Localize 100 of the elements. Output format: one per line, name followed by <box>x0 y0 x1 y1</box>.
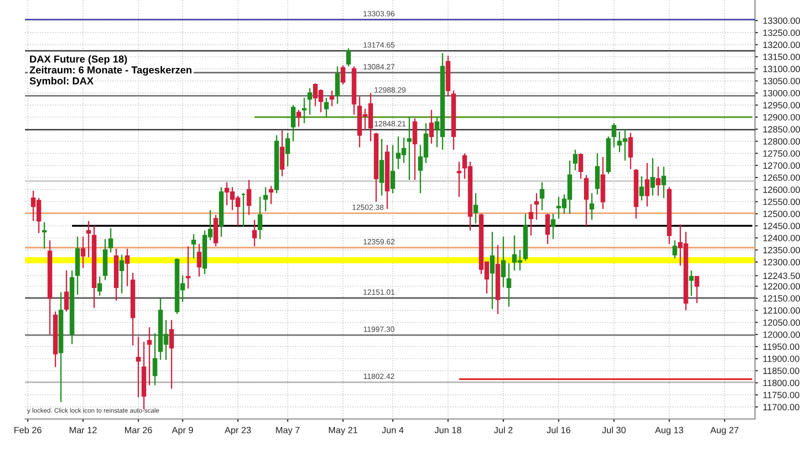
candlestick <box>501 236 506 288</box>
y-tick-label: 12000.00 <box>763 331 800 338</box>
candlestick <box>124 248 130 287</box>
candlestick <box>650 158 656 196</box>
y-tick-label: 13000.00 <box>763 90 800 96</box>
x-tick-label: Mar 12 <box>70 426 97 434</box>
candlestick <box>540 182 544 211</box>
candlestick <box>644 162 650 208</box>
candlestick <box>169 319 174 390</box>
y-tick-label: 12200.00 <box>763 283 800 290</box>
y-tick-label: 12300.00 <box>763 258 800 266</box>
x-tick-label: Jul 16 <box>546 426 570 434</box>
candlestick <box>346 48 351 68</box>
y-tick-label: 11850.00 <box>763 368 800 374</box>
candlestick <box>340 64 346 86</box>
candlestick <box>64 270 69 312</box>
annotation: Symbol: DAX <box>30 76 94 86</box>
y-tick-label: 13150.00 <box>763 54 800 60</box>
candlestick <box>263 186 268 212</box>
candlestick <box>324 97 329 118</box>
y-tick-label: 13250.00 <box>763 30 800 36</box>
x-tick-label: Apr 23 <box>224 426 251 436</box>
x-tick-label: Jun 18 <box>434 426 462 434</box>
candlestick <box>595 152 600 196</box>
x-tick-label: Mar 26 <box>125 426 152 434</box>
candlestick <box>661 166 666 199</box>
candlestick <box>612 122 616 148</box>
candlestick <box>639 176 644 202</box>
candlestick <box>258 196 262 240</box>
candlestick <box>290 104 296 142</box>
candlestick <box>528 203 534 236</box>
y-tick-label: 12243.50 <box>763 272 800 280</box>
candlestick <box>147 326 152 386</box>
candlestick <box>268 185 274 205</box>
candlestick <box>108 228 114 253</box>
text: DAX Future (Sep 18) <box>30 55 127 65</box>
candlestick <box>302 97 307 124</box>
candlestick <box>412 118 418 181</box>
candlestick <box>119 254 124 294</box>
y-tick-label: 12150.00 <box>763 295 800 302</box>
candlestick <box>584 174 589 226</box>
candlestick <box>330 90 334 107</box>
candlestick <box>473 192 478 224</box>
candlestick <box>506 262 512 308</box>
y-tick-label: 12650.00 <box>763 174 800 181</box>
y-tick-label: 13100.00 <box>763 66 800 72</box>
candlestick <box>246 179 252 216</box>
candlestick <box>628 132 633 170</box>
candlestick <box>285 132 290 168</box>
candlestick <box>490 231 495 310</box>
y-tick-label: 11950.00 <box>763 344 800 350</box>
candlestick <box>280 130 284 177</box>
candlestick <box>578 152 584 180</box>
x-tick-label: Feb 26 <box>14 426 42 434</box>
y-tick-label: 13050.00 <box>763 78 800 84</box>
candlestick <box>80 236 86 269</box>
y-tick-label: 12100.00 <box>763 307 800 314</box>
candlestick <box>590 192 594 220</box>
x-tick-label: May 21 <box>328 426 358 436</box>
y-tick-label: 12700.00 <box>763 162 800 169</box>
candlestick <box>42 222 47 250</box>
candlestick <box>307 88 312 116</box>
candlestick <box>429 109 434 144</box>
candlestick <box>689 270 694 296</box>
y-tick-label: 12800.00 <box>763 138 800 145</box>
candlestick <box>186 246 190 290</box>
y-tick-label: 12600.00 <box>763 186 800 193</box>
candlestick <box>550 213 556 240</box>
candlestick <box>379 138 384 196</box>
y-tick-label: 12550.00 <box>763 198 800 206</box>
candlestick <box>296 109 302 128</box>
candlestick <box>97 276 102 296</box>
candlestick <box>136 336 141 398</box>
x-tick-label: Aug 13 <box>654 426 684 436</box>
candlestick <box>672 240 678 260</box>
y-tick-label: 12350.00 <box>763 246 800 254</box>
text: Zeitraum: 6 Monate - Tageskerzen <box>30 66 192 76</box>
candlestick <box>152 332 158 386</box>
candlestick <box>335 66 340 104</box>
y-tick-label: 12850.00 <box>763 126 800 133</box>
candlestick <box>572 149 578 171</box>
y-tick-label: 12750.00 <box>763 150 800 157</box>
x-tick-label: Jul 30 <box>602 426 626 434</box>
y-tick-label: 12400.00 <box>763 234 800 242</box>
y-tick-label: 12500.00 <box>763 210 800 218</box>
x-tick-label: Jul 2 <box>494 426 512 434</box>
y-tick-label: 11750.00 <box>763 392 800 398</box>
x-tick-label: Jun 4 <box>382 426 404 434</box>
candlestick <box>196 243 202 278</box>
y-tick-label: 12450.00 <box>763 222 800 230</box>
x-tick-label: Aug 27 <box>710 426 738 436</box>
y-tick-label: 12050.00 <box>763 319 800 326</box>
x-tick-label: May 7 <box>276 426 300 436</box>
x-tick-label: Apr 9 <box>172 426 193 436</box>
candlestick <box>694 276 700 304</box>
y-tick-label: 12950.00 <box>763 102 800 108</box>
candlestick <box>545 213 550 245</box>
y-tick-label: 13300.00 <box>763 17 800 24</box>
y-tick-label: 11700.00 <box>763 404 800 410</box>
candlestick <box>390 144 396 194</box>
